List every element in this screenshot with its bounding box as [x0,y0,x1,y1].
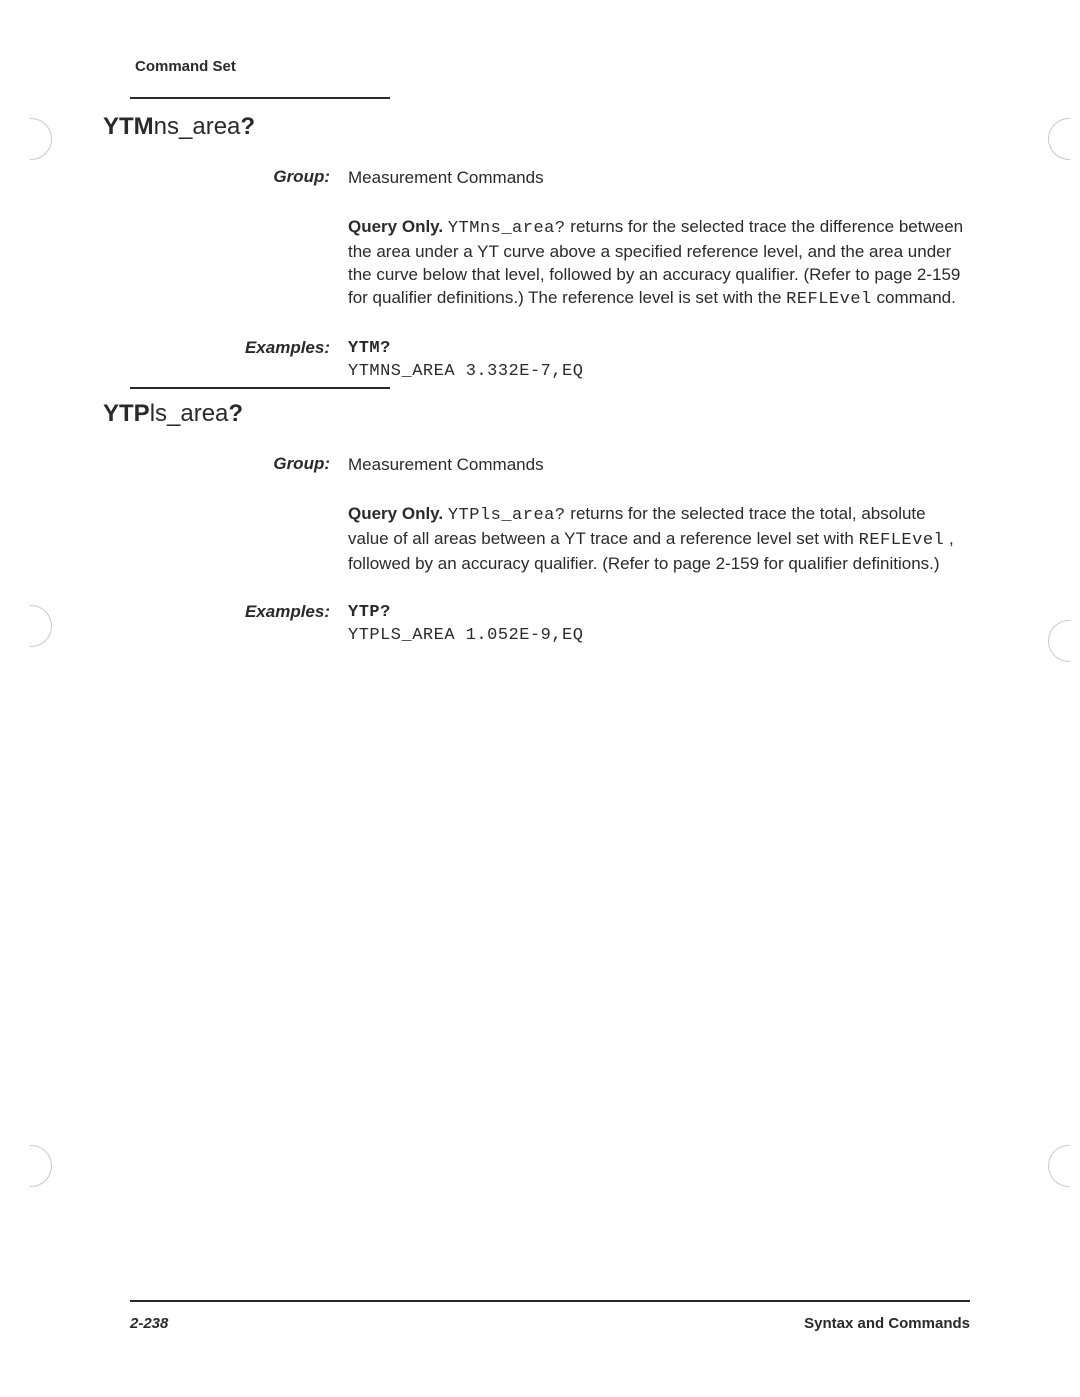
command-section-ytmns: YTMns_area? Group: Measurement Commands … [103,113,970,384]
examples-label: Examples: [103,338,348,384]
footer-section-title: Syntax and Commands [804,1315,970,1332]
page-number: 2-238 [130,1315,168,1332]
title-plain: ls_area [150,400,229,427]
scan-artifact [1048,118,1080,160]
title-qmark: ? [228,400,243,427]
description-row: Query Only. YTMns_area? returns for the … [103,216,970,312]
desc-text: command. [876,288,955,307]
examples-body: YTP? YTPLS_AREA 1.052E-9,EQ [348,602,970,648]
page-header: Command Set [135,58,236,75]
scan-artifact [10,1145,52,1187]
group-label: Group: [103,167,348,190]
query-only-label: Query Only. [348,217,443,236]
scan-artifact [10,118,52,160]
scan-artifact [1048,620,1080,662]
section-rule [130,97,390,99]
description-body: Query Only. YTPls_area? returns for the … [348,503,970,576]
example-line: YTM? [348,338,970,361]
footer-rule [130,1300,970,1302]
empty-label [103,503,348,576]
examples-row: Examples: YTM? YTMNS_AREA 3.332E-7,EQ [103,338,970,384]
title-plain: ns_area [154,113,241,140]
description-row: Query Only. YTPls_area? returns for the … [103,503,970,576]
scan-artifact [1048,1145,1080,1187]
group-value: Measurement Commands [348,454,970,477]
example-line: YTPLS_AREA 1.052E-9,EQ [348,625,970,648]
command-title: YTMns_area? [103,113,970,141]
inline-code: YTMns_area? [448,219,566,238]
command-title: YTPls_area? [103,400,970,428]
empty-label [103,216,348,312]
title-bold: YTP [103,400,150,427]
examples-body: YTM? YTMNS_AREA 3.332E-7,EQ [348,338,970,384]
description-body: Query Only. YTMns_area? returns for the … [348,216,970,312]
query-only-label: Query Only. [348,504,443,523]
examples-row: Examples: YTP? YTPLS_AREA 1.052E-9,EQ [103,602,970,648]
command-section-ytpls: YTPls_area? Group: Measurement Commands … [103,400,970,648]
group-value: Measurement Commands [348,167,970,190]
scan-artifact [10,605,52,647]
group-label: Group: [103,454,348,477]
examples-label: Examples: [103,602,348,648]
inline-code: REFLEvel [786,290,872,309]
group-row: Group: Measurement Commands [103,167,970,190]
title-qmark: ? [240,113,255,140]
inline-code: REFLEvel [859,531,945,550]
page: Command Set YTMns_area? Group: Measureme… [0,0,1080,1397]
title-bold: YTM [103,113,154,140]
example-line: YTMNS_AREA 3.332E-7,EQ [348,361,970,384]
section-rule [130,387,390,389]
group-row: Group: Measurement Commands [103,454,970,477]
inline-code: YTPls_area? [448,506,566,525]
example-line: YTP? [348,602,970,625]
